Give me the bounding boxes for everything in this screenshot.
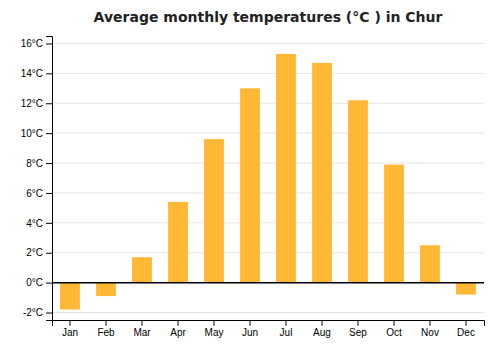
x-tick: Jun xyxy=(242,320,258,338)
x-tick: Apr xyxy=(170,320,186,338)
y-tick: 12°C xyxy=(21,98,52,109)
x-tick-label: Jan xyxy=(62,327,78,338)
y-tick-label: 0°C xyxy=(26,277,43,288)
grid-line xyxy=(52,252,484,253)
y-tick: 14°C xyxy=(21,68,52,79)
x-tick-mark xyxy=(286,320,287,326)
grid-line xyxy=(52,222,484,223)
zero-line xyxy=(52,282,484,284)
x-tick-mark xyxy=(142,320,143,326)
y-tick-mark xyxy=(46,223,52,224)
y-tick: 6°C xyxy=(26,188,52,199)
y-tick-mark xyxy=(46,73,52,74)
bar xyxy=(168,202,188,283)
y-axis-line xyxy=(46,37,53,321)
bar xyxy=(60,283,80,310)
x-tick: Nov xyxy=(421,320,439,338)
grid-line xyxy=(52,163,484,164)
y-tick-label: 16°C xyxy=(21,38,43,49)
y-tick-label: 8°C xyxy=(26,158,43,169)
x-axis-line xyxy=(53,321,485,327)
y-tick-mark xyxy=(46,193,52,194)
y-tick-label: 4°C xyxy=(26,218,43,229)
x-tick-label: Nov xyxy=(421,327,439,338)
x-tick-mark xyxy=(70,320,71,326)
x-tick: Feb xyxy=(97,320,115,338)
y-tick-mark xyxy=(46,103,52,104)
plot: -2°C 0°C 2°C 4°C 6°C 8°C 10°C 12°C 14°C 16°C Jan Fe… xyxy=(21,37,485,339)
x-tick-label: Oct xyxy=(386,327,402,338)
x-tick-mark xyxy=(358,320,359,326)
x-tick-label: Sep xyxy=(349,327,367,338)
bar xyxy=(456,283,476,295)
x-tick-label: Apr xyxy=(170,327,186,338)
grid-line xyxy=(52,192,484,193)
y-tick-label: 14°C xyxy=(21,68,43,79)
x-tick-mark xyxy=(322,320,323,326)
bar xyxy=(276,54,296,283)
x-tick: Aug xyxy=(313,320,331,338)
x-tick-label: Dec xyxy=(457,327,475,338)
x-tick: Dec xyxy=(457,320,475,338)
grid-line xyxy=(52,133,484,134)
y-tick-mark xyxy=(46,133,52,134)
x-tick-mark xyxy=(178,320,179,326)
x-tick: Jul xyxy=(280,320,293,338)
y-tick-label: 6°C xyxy=(26,188,43,199)
x-tick-mark xyxy=(394,320,395,326)
y-tick-label: 2°C xyxy=(26,247,43,258)
grid-line xyxy=(52,312,484,313)
x-tick-label: Mar xyxy=(133,327,151,338)
y-tick-label: 12°C xyxy=(21,98,43,109)
y-tick: 16°C xyxy=(21,38,52,49)
grid xyxy=(52,43,484,312)
y-tick-mark xyxy=(46,163,52,164)
y-axis: -2°C 0°C 2°C 4°C 6°C 8°C 10°C 12°C 14°C 16°C xyxy=(21,37,53,321)
x-tick-mark xyxy=(106,320,107,326)
y-tick-label: 10°C xyxy=(21,128,43,139)
y-tick-mark xyxy=(46,283,52,284)
x-tick-mark xyxy=(466,320,467,326)
title: Average monthly temperatures (°C ) in Ch… xyxy=(94,9,443,25)
chart: -2°C 0°C 2°C 4°C 6°C 8°C 10°C 12°C 14°C 16°C Jan Fe… xyxy=(0,0,500,350)
y-tick: 2°C xyxy=(26,247,52,258)
x-tick-label: Aug xyxy=(313,327,331,338)
x-tick-label: May xyxy=(205,327,224,338)
x-tick: May xyxy=(205,320,224,338)
x-tick-label: Feb xyxy=(97,327,115,338)
bar xyxy=(132,257,152,282)
y-tick: 8°C xyxy=(26,158,52,169)
grid-line xyxy=(52,43,484,44)
bar xyxy=(312,63,332,283)
x-tick-mark xyxy=(430,320,431,326)
y-tick: 10°C xyxy=(21,128,52,139)
grid-line xyxy=(52,103,484,104)
x-tick: Jan xyxy=(62,320,78,338)
x-tick-mark xyxy=(250,320,251,326)
grid-line xyxy=(52,73,484,74)
y-tick: 0°C xyxy=(26,277,52,288)
bars xyxy=(60,54,476,310)
grid-line xyxy=(52,282,484,283)
bar xyxy=(348,100,368,282)
y-tick-mark xyxy=(46,313,52,314)
bar xyxy=(96,283,116,296)
x-tick: Oct xyxy=(386,320,402,338)
bar xyxy=(420,245,440,282)
bar xyxy=(240,88,260,282)
x-axis: Jan Feb Mar Apr May Jun Jul Aug Sep Oct Nov Dec xyxy=(53,320,485,338)
y-tick: 4°C xyxy=(26,218,52,229)
x-tick-mark xyxy=(214,320,215,326)
x-tick-label: Jul xyxy=(280,327,293,338)
y-tick-mark xyxy=(46,253,52,254)
x-tick: Mar xyxy=(133,320,151,338)
y-tick-label: -2°C xyxy=(23,307,43,318)
x-tick-label: Jun xyxy=(242,327,258,338)
x-tick: Sep xyxy=(349,320,367,338)
y-tick: -2°C xyxy=(23,307,52,318)
bar xyxy=(204,139,224,282)
bar xyxy=(384,165,404,283)
y-tick-mark xyxy=(46,43,52,44)
